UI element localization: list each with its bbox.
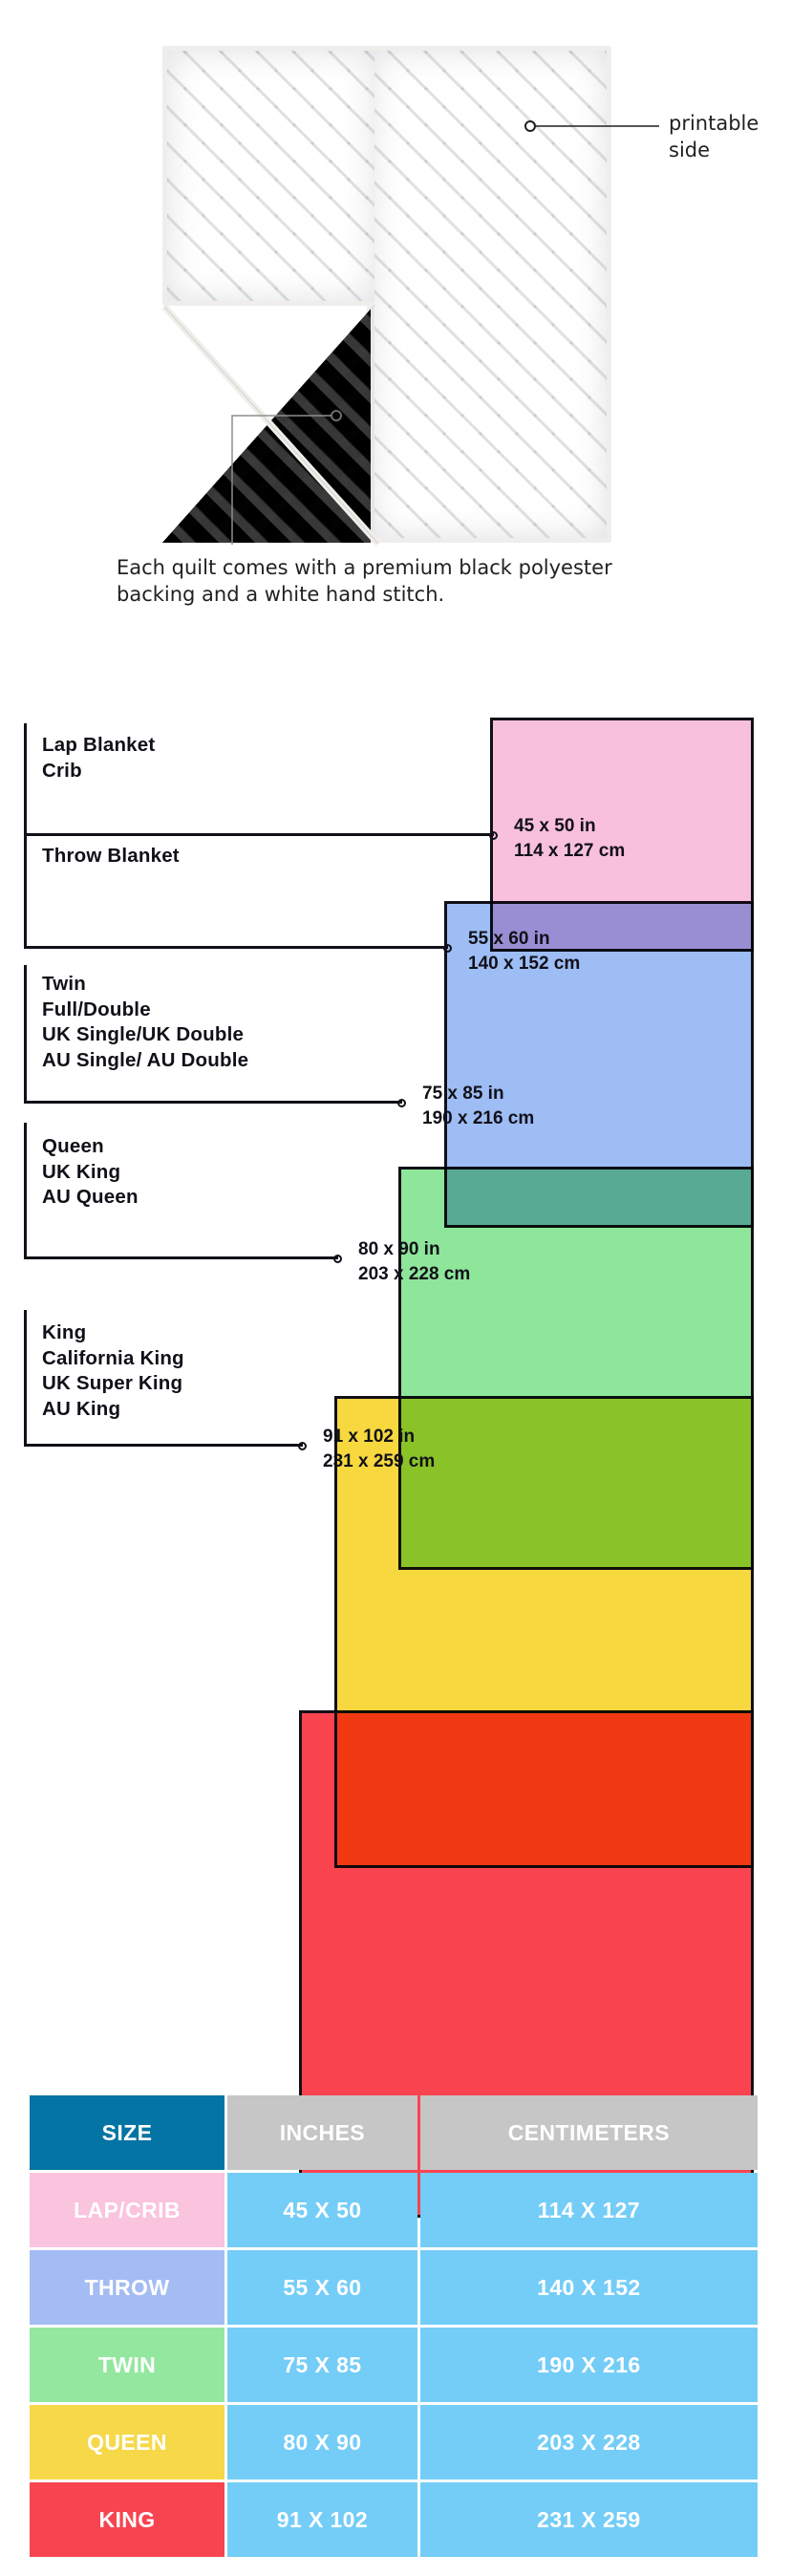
size-bracket-queen: [24, 1123, 338, 1259]
size-label-line: UK Super King: [42, 1372, 183, 1395]
size-dimension-cm: 114 x 127 cm: [514, 840, 626, 861]
table-cell-size-throw: THROW: [30, 2250, 224, 2325]
size-label-line: UK King: [42, 1160, 121, 1183]
size-dimension-lap-crib: 45 x 50 in 114 x 127 cm: [514, 814, 625, 864]
size-dimension-cm: 190 x 216 cm: [422, 1107, 535, 1128]
size-dimension-inches: 55 x 60 in: [468, 929, 550, 949]
size-chart-table: SIZE INCHES CENTIMETERS LAP/CRIB 45 X 50…: [27, 2093, 760, 2560]
size-label-line: Crib: [42, 759, 82, 782]
size-leader-dot-queen: [333, 1255, 342, 1263]
table-cell-size-king: KING: [30, 2482, 224, 2557]
size-leader-dot-twin: [397, 1099, 406, 1107]
size-leader-dot-king: [298, 1442, 307, 1450]
table-row: THROW 55 X 60 140 X 152: [30, 2250, 758, 2325]
size-dimension-twin: 75 x 85 in 190 x 216 cm: [422, 1082, 534, 1131]
table-cell-inches-king: 91 X 102: [227, 2482, 417, 2557]
printable-side-label-line2: side: [669, 138, 711, 161]
table-cell-cm-king: 231 X 259: [419, 2482, 758, 2557]
table-cell-inches-lap-crib: 45 X 50: [227, 2173, 417, 2247]
quilt-hero-section: printable side Each quilt comes with a p…: [0, 0, 791, 612]
size-dimension-throw: 55 x 60 in 140 x 152 cm: [468, 927, 580, 977]
size-label-line: AU King: [42, 1397, 121, 1420]
quilt-illustration: [161, 46, 611, 546]
table-cell-inches-queen: 80 X 90: [227, 2405, 417, 2479]
table-cell-size-queen: QUEEN: [30, 2405, 224, 2479]
size-label-line: King: [42, 1321, 87, 1343]
table-row: LAP/CRIB 45 X 50 114 X 127: [30, 2173, 758, 2247]
table-row: KING 91 X 102 231 X 259: [30, 2482, 758, 2557]
size-leader-dot-lap-crib: [489, 831, 498, 840]
size-label-line: Throw Blanket: [42, 845, 180, 867]
size-label-line: AU Queen: [42, 1186, 139, 1209]
size-label-line: AU Single/ AU Double: [42, 1048, 249, 1071]
table-cell-cm-twin: 190 X 216: [419, 2328, 758, 2402]
size-dimension-queen: 80 x 90 in 203 x 228 cm: [358, 1237, 470, 1287]
size-label-line: UK Single/UK Double: [42, 1023, 245, 1046]
size-dimension-inches: 45 x 50 in: [514, 816, 596, 836]
size-label-line: California King: [42, 1346, 184, 1369]
size-label-throw: Throw Blanket: [42, 844, 180, 869]
size-comparison-diagram: Lap Blanket Crib 45 x 50 in 114 x 127 cm…: [0, 626, 791, 2218]
quilt-black-backing-fold: [162, 305, 374, 543]
table-row: QUEEN 80 X 90 203 X 228: [30, 2405, 758, 2479]
size-label-king: King California King UK Super King AU Ki…: [42, 1320, 184, 1423]
table-header-size: SIZE: [30, 2095, 224, 2170]
table-cell-inches-throw: 55 X 60: [227, 2250, 417, 2325]
size-label-twin: Twin Full/Double UK Single/UK Double AU …: [42, 972, 248, 1074]
size-bracket-lap-crib: [24, 723, 494, 836]
size-label-lap-crib: Lap Blanket Crib: [42, 733, 155, 784]
size-bracket-king: [24, 1310, 303, 1447]
quilt-printable-face-right: [367, 46, 611, 543]
size-dimension-cm: 140 x 152 cm: [468, 953, 581, 974]
size-label-line: Twin: [42, 973, 86, 995]
size-label-line: Lap Blanket: [42, 734, 156, 756]
printable-side-label-line1: printable: [669, 112, 759, 135]
table-header-row: SIZE INCHES CENTIMETERS: [30, 2095, 758, 2170]
quilt-printable-face-topleft: [162, 46, 374, 306]
table-cell-inches-twin: 75 X 85: [227, 2328, 417, 2402]
size-bracket-throw: [24, 834, 448, 949]
size-label-line: Queen: [42, 1135, 104, 1157]
table-row: TWIN 75 X 85 190 X 216: [30, 2328, 758, 2402]
size-dimension-inches: 91 x 102 in: [323, 1427, 416, 1447]
size-label-line: Full/Double: [42, 998, 151, 1020]
quilt-backing-caption: Each quilt comes with a premium black po…: [117, 556, 612, 607]
size-label-queen: Queen UK King AU Queen: [42, 1134, 139, 1211]
table-cell-size-lap-crib: LAP/CRIB: [30, 2173, 224, 2247]
size-dimension-king: 91 x 102 in 231 x 259 cm: [323, 1425, 435, 1474]
table-header-centimeters: CENTIMETERS: [419, 2095, 758, 2170]
size-dimension-cm: 231 x 259 cm: [323, 1450, 436, 1471]
table-cell-cm-throw: 140 X 152: [419, 2250, 758, 2325]
table-cell-cm-queen: 203 X 228: [419, 2405, 758, 2479]
table-cell-size-twin: TWIN: [30, 2328, 224, 2402]
size-dimension-inches: 75 x 85 in: [422, 1084, 504, 1104]
size-leader-dot-throw: [443, 944, 452, 953]
table-header-inches: INCHES: [227, 2095, 417, 2170]
size-dimension-cm: 203 x 228 cm: [358, 1263, 471, 1284]
size-bracket-twin: [24, 965, 402, 1104]
size-dimension-inches: 80 x 90 in: [358, 1239, 440, 1259]
printable-side-label: printable side: [669, 111, 789, 163]
table-cell-cm-lap-crib: 114 X 127: [419, 2173, 758, 2247]
